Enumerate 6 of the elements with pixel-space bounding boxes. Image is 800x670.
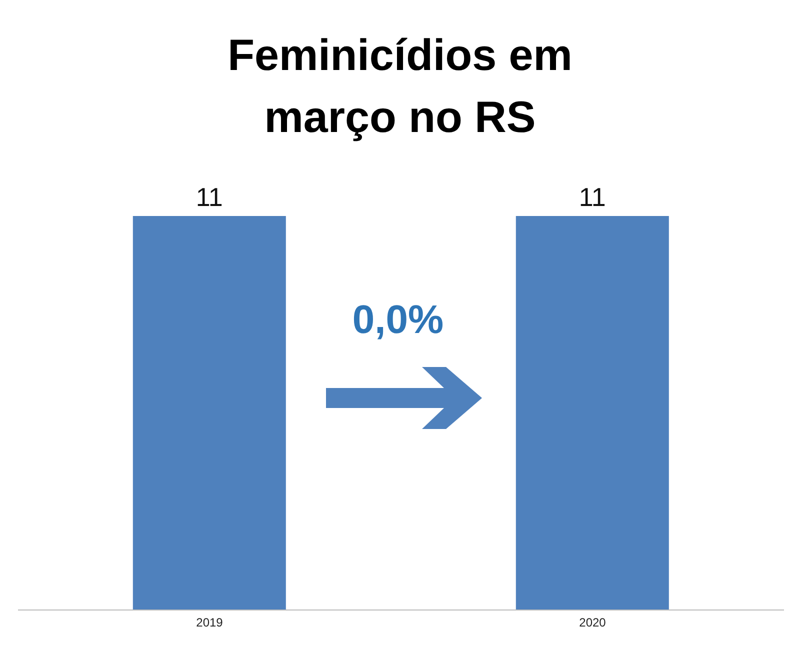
data-label: 11: [578, 182, 606, 212]
x-tick-label: 2020: [579, 616, 606, 630]
x-tick-label: 2019: [196, 616, 224, 630]
annotation: 0,0%: [351, 298, 445, 343]
chart-title: Feminicídios em março no RS: [226, 30, 574, 144]
data-label: 11: [196, 182, 223, 212]
